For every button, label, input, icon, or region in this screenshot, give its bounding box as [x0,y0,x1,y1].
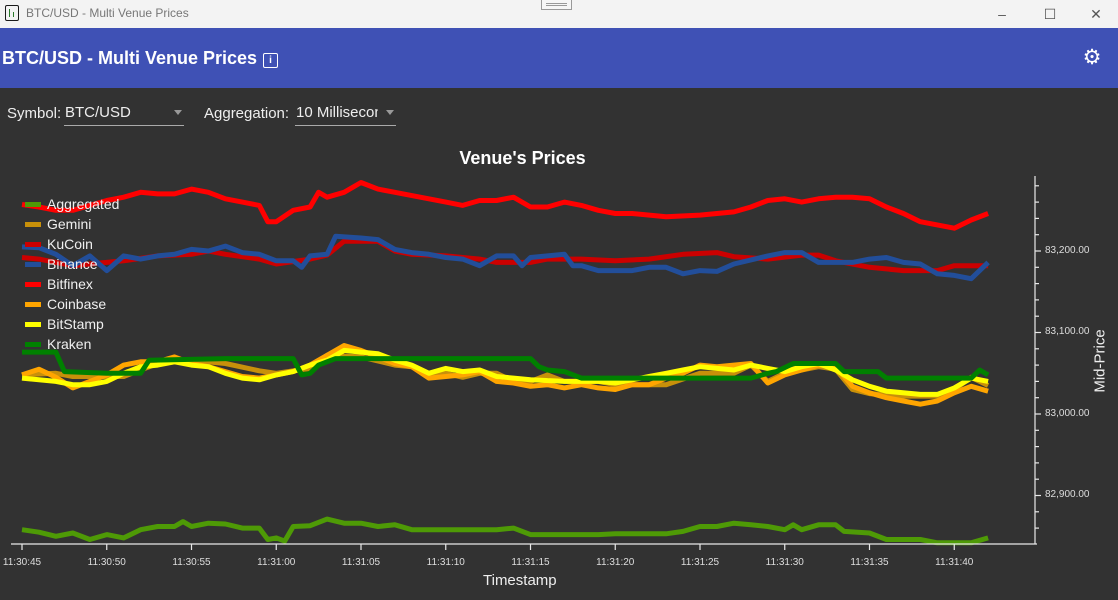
y-axis-label: Mid-Price [1091,329,1109,393]
page-title-text: BTC/USD - Multi Venue Prices [2,48,258,68]
aggregation-select[interactable]: 10 Millisecon [295,102,396,126]
app-icon [5,5,19,21]
chart-legend: Aggregated Gemini KuCoin Binance Bitfine… [25,194,119,354]
aggregation-value: 10 Millisecon [296,104,378,121]
minimize-button[interactable]: – [998,6,1006,22]
legend-swatch [25,201,41,207]
legend-item[interactable]: Binance [25,254,119,274]
x-tick-label: 11:31:30 [765,557,804,568]
info-icon[interactable]: i [263,53,279,68]
series-layer [21,180,990,546]
legend-swatch [25,221,41,227]
legend-label: Aggregated [47,196,120,212]
axes [11,176,1037,545]
legend-item[interactable]: Coinbase [25,294,119,314]
x-tick-label: 11:31:20 [596,557,635,568]
chart-title: Venue's Prices [459,148,586,168]
x-tick-label: 11:31:05 [341,557,381,568]
symbol-select[interactable]: BTC/USD [64,102,184,126]
legend-swatch [25,301,41,307]
x-tick-label: 11:31:25 [680,557,720,568]
legend-item[interactable]: Gemini [25,214,119,234]
drag-handle[interactable] [541,0,572,10]
series-line-kucoin [21,238,989,274]
series-line-bitfinex [21,180,989,231]
legend-swatch [25,281,41,287]
legend-item[interactable]: KuCoin [25,234,119,254]
y-tick-label: 83,200.00 [1045,245,1090,256]
x-tick-label: 11:31:35 [850,557,889,568]
gear-icon[interactable]: ⚙ [1082,46,1102,69]
series-line-aggregated [21,516,989,546]
window-titlebar: BTC/USD - Multi Venue Prices – ☐ ✕ [0,0,1118,28]
legend-label: Gemini [47,216,92,232]
x-tick-label: 11:30:50 [87,557,126,568]
x-axis-label: Timestamp [483,572,557,589]
legend-swatch [25,341,41,347]
page-title: BTC/USD - Multi Venue Prices i [2,48,279,69]
legend-label: Bitfinex [47,276,93,292]
symbol-value: BTC/USD [65,104,131,121]
chevron-down-icon [174,110,182,115]
legend-label: Kraken [47,336,92,352]
y-tick-label: 83,000.00 [1045,408,1090,419]
legend-label: KuCoin [47,236,93,252]
close-button[interactable]: ✕ [1090,5,1102,22]
maximize-button[interactable]: ☐ [1043,5,1057,22]
x-tick-label: 11:31:15 [511,557,550,568]
x-tick-label: 11:30:55 [172,557,211,568]
series-line-kraken [22,349,990,381]
legend-swatch [25,321,41,327]
controls-bar: Symbol: BTC/USD Aggregation: 10 Millisec… [0,88,1118,138]
legend-label: Coinbase [47,296,107,312]
series-line-binance [21,233,990,282]
legend-swatch [25,261,41,267]
symbol-label: Symbol: [7,105,62,122]
x-tick-label: 11:30:45 [2,557,42,568]
aggregation-label: Aggregation: [204,105,290,122]
legend-item[interactable]: BitStamp [25,314,119,334]
chevron-down-icon [386,110,394,115]
legend-swatch [25,241,41,247]
legend-label: Binance [47,256,98,272]
app-header: BTC/USD - Multi Venue Prices i ⚙ [0,28,1118,88]
y-tick-label: 83,100.00 [1045,326,1090,337]
legend-label: BitStamp [47,316,104,332]
legend-item[interactable]: Bitfinex [25,274,119,294]
legend-item[interactable]: Aggregated [25,194,119,214]
x-tick-label: 11:31:40 [935,557,974,568]
y-tick-label: 82,900.00 [1045,489,1090,500]
window-title: BTC/USD - Multi Venue Prices [26,6,189,20]
x-tick-label: 11:31:00 [257,557,296,568]
legend-item[interactable]: Kraken [25,334,119,354]
x-tick-label: 11:31:10 [426,557,465,568]
